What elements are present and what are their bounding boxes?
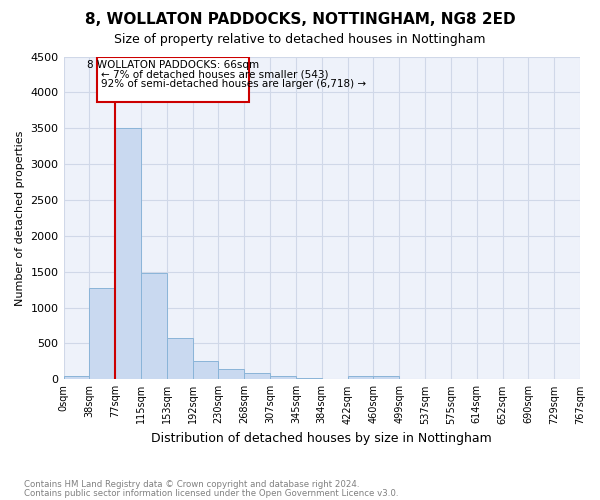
Bar [193,362,218,380]
Text: 8, WOLLATON PADDOCKS, NOTTINGHAM, NG8 2ED: 8, WOLLATON PADDOCKS, NOTTINGHAM, NG8 2E… [85,12,515,28]
Bar [322,378,347,380]
Bar [167,338,193,380]
Bar [270,376,296,380]
Text: 8 WOLLATON PADDOCKS: 66sqm: 8 WOLLATON PADDOCKS: 66sqm [87,60,259,70]
Bar [89,288,115,380]
Bar [64,376,89,380]
Bar [296,378,322,380]
Text: Contains HM Land Registry data © Crown copyright and database right 2024.: Contains HM Land Registry data © Crown c… [24,480,359,489]
Bar [115,128,141,380]
Y-axis label: Number of detached properties: Number of detached properties [15,130,25,306]
Text: Contains public sector information licensed under the Open Government Licence v3: Contains public sector information licen… [24,490,398,498]
Bar [373,376,399,380]
X-axis label: Distribution of detached houses by size in Nottingham: Distribution of detached houses by size … [151,432,492,445]
FancyBboxPatch shape [97,56,250,102]
Bar [244,373,270,380]
Text: Size of property relative to detached houses in Nottingham: Size of property relative to detached ho… [114,32,486,46]
Text: ← 7% of detached houses are smaller (543): ← 7% of detached houses are smaller (543… [101,70,328,80]
Text: 92% of semi-detached houses are larger (6,718) →: 92% of semi-detached houses are larger (… [101,80,366,90]
Bar [141,273,167,380]
Bar [347,376,373,380]
Bar [218,369,244,380]
